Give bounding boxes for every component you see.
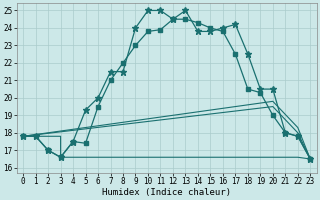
X-axis label: Humidex (Indice chaleur): Humidex (Indice chaleur) [102, 188, 231, 197]
